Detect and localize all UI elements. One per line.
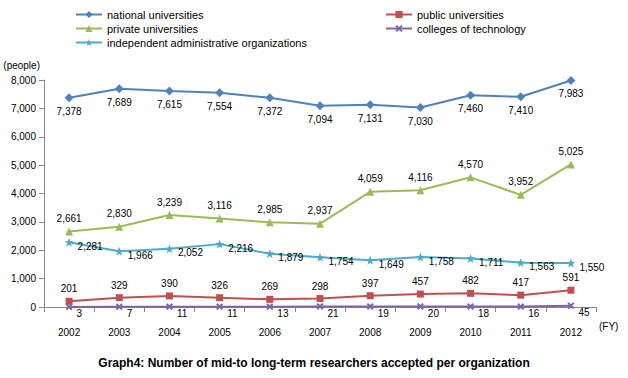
svg-text:7,410: 7,410 <box>508 105 533 116</box>
svg-text:2,052: 2,052 <box>178 247 203 258</box>
svg-text:21: 21 <box>328 308 340 319</box>
svg-text:11: 11 <box>177 308 188 319</box>
svg-text:2,661: 2,661 <box>57 213 82 224</box>
svg-text:269: 269 <box>261 281 278 292</box>
svg-text:3,952: 3,952 <box>508 176 533 187</box>
svg-text:45: 45 <box>578 307 590 318</box>
svg-text:7,615: 7,615 <box>157 99 182 110</box>
svg-text:independent administrative org: independent administrative organizations <box>107 37 307 49</box>
svg-text:5,000: 5,000 <box>11 160 36 171</box>
svg-text:4,059: 4,059 <box>358 173 383 184</box>
svg-text:2,216: 2,216 <box>228 243 253 254</box>
svg-text:8,000: 8,000 <box>11 75 36 86</box>
svg-text:7,689: 7,689 <box>107 97 132 108</box>
svg-text:1,563: 1,563 <box>529 261 554 272</box>
svg-text:7,460: 7,460 <box>458 103 483 114</box>
svg-text:7,554: 7,554 <box>207 101 232 112</box>
svg-text:7,378: 7,378 <box>57 106 82 117</box>
svg-text:1,966: 1,966 <box>128 250 153 261</box>
svg-text:1,550: 1,550 <box>579 262 604 273</box>
svg-text:16: 16 <box>528 308 540 319</box>
svg-text:2009: 2009 <box>409 327 432 338</box>
svg-text:1,879: 1,879 <box>278 252 303 263</box>
svg-text:2006: 2006 <box>259 327 282 338</box>
svg-text:(FY): (FY) <box>599 321 618 332</box>
svg-text:7,030: 7,030 <box>408 116 433 127</box>
svg-text:2012: 2012 <box>560 327 583 338</box>
svg-text:2008: 2008 <box>359 327 382 338</box>
svg-text:1,649: 1,649 <box>379 259 404 270</box>
svg-text:national universities: national universities <box>107 9 204 21</box>
svg-text:5,025: 5,025 <box>558 146 583 157</box>
svg-text:0: 0 <box>30 302 36 313</box>
svg-text:591: 591 <box>563 272 580 283</box>
svg-text:6,000: 6,000 <box>11 131 36 142</box>
svg-text:7,372: 7,372 <box>257 106 282 117</box>
svg-text:3,000: 3,000 <box>11 216 36 227</box>
svg-text:390: 390 <box>161 278 178 289</box>
svg-text:2007: 2007 <box>309 327 332 338</box>
svg-text:7: 7 <box>127 308 133 319</box>
svg-text:2,830: 2,830 <box>107 208 132 219</box>
svg-text:457: 457 <box>412 276 429 287</box>
svg-text:2,937: 2,937 <box>307 205 332 216</box>
svg-text:11: 11 <box>227 308 238 319</box>
svg-text:3,239: 3,239 <box>157 197 182 208</box>
svg-text:417: 417 <box>512 277 529 288</box>
svg-text:1,758: 1,758 <box>429 256 454 267</box>
svg-text:colleges of technology: colleges of technology <box>417 23 526 35</box>
svg-text:Graph4: Number of mid-to long-: Graph4: Number of mid-to long-term resea… <box>98 356 529 370</box>
svg-text:7,000: 7,000 <box>11 103 36 114</box>
svg-text:13: 13 <box>277 308 289 319</box>
svg-text:397: 397 <box>362 278 379 289</box>
svg-text:329: 329 <box>111 280 128 291</box>
svg-text:7,983: 7,983 <box>558 88 583 99</box>
svg-text:1,000: 1,000 <box>11 273 36 284</box>
svg-text:2011: 2011 <box>510 327 532 338</box>
svg-text:4,116: 4,116 <box>408 172 433 183</box>
svg-text:3: 3 <box>77 308 83 319</box>
svg-text:18: 18 <box>478 308 490 319</box>
svg-text:(people): (people) <box>3 60 40 71</box>
svg-text:2004: 2004 <box>158 327 181 338</box>
svg-text:public universities: public universities <box>417 9 504 21</box>
svg-text:298: 298 <box>312 281 329 292</box>
svg-text:2010: 2010 <box>459 327 482 338</box>
svg-text:2002: 2002 <box>58 327 81 338</box>
svg-text:1,711: 1,711 <box>479 257 504 268</box>
svg-text:4,570: 4,570 <box>458 159 483 170</box>
svg-text:2,985: 2,985 <box>257 204 282 215</box>
svg-text:19: 19 <box>378 308 390 319</box>
svg-text:3,116: 3,116 <box>207 200 232 211</box>
svg-text:2003: 2003 <box>108 327 131 338</box>
svg-text:private universities: private universities <box>107 23 199 35</box>
svg-text:4,000: 4,000 <box>11 188 36 199</box>
svg-text:2,000: 2,000 <box>11 245 36 256</box>
svg-text:7,131: 7,131 <box>358 113 383 124</box>
svg-text:201: 201 <box>61 283 78 294</box>
svg-text:2005: 2005 <box>209 327 232 338</box>
svg-text:7,094: 7,094 <box>307 114 332 125</box>
svg-text:482: 482 <box>462 275 479 286</box>
svg-text:2,281: 2,281 <box>78 241 103 252</box>
svg-text:20: 20 <box>428 308 440 319</box>
svg-text:1,754: 1,754 <box>329 256 354 267</box>
svg-text:326: 326 <box>211 280 228 291</box>
